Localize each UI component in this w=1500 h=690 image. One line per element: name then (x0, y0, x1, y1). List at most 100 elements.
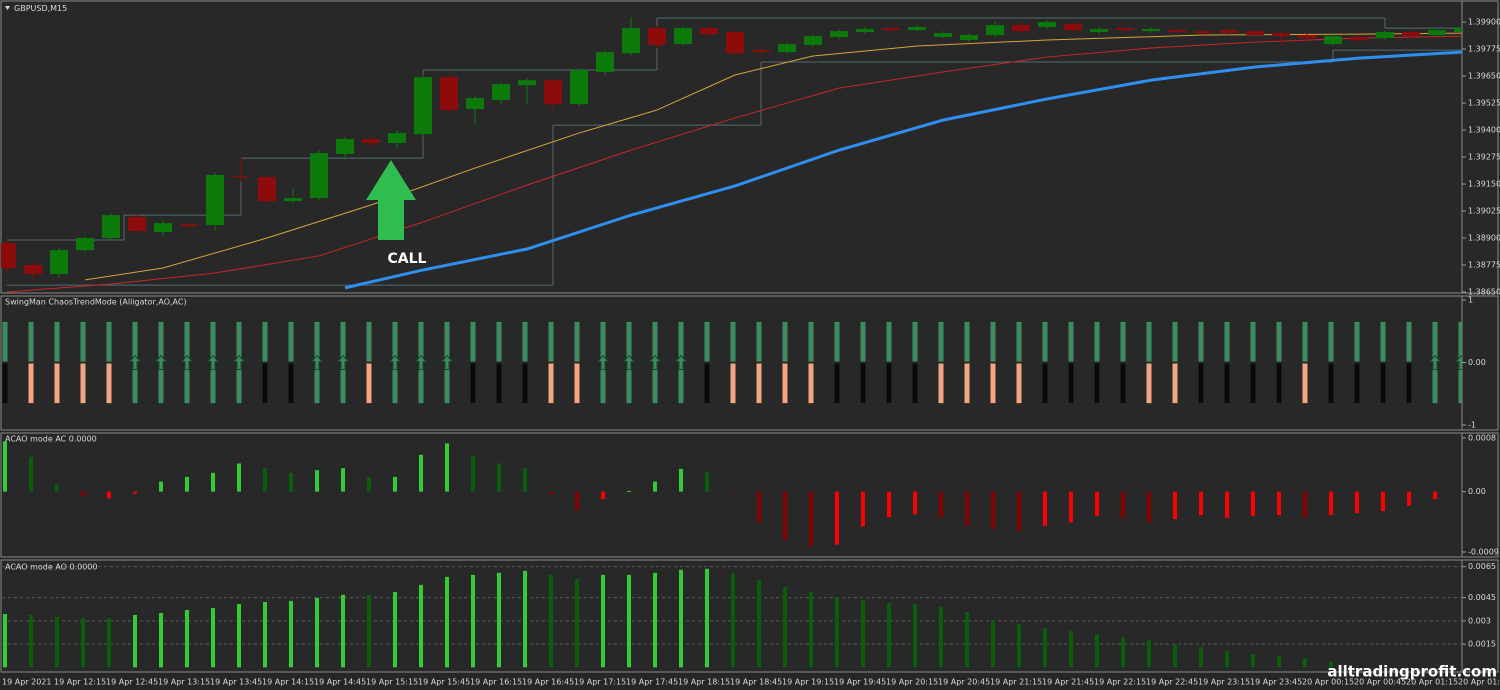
histogram-bar (1225, 491, 1229, 518)
upper-bar (652, 321, 658, 362)
y-tick-label: 1.38775 (1468, 261, 1500, 270)
upper-bar (678, 321, 684, 362)
lower-bar (2, 363, 8, 404)
upper-bar (1224, 321, 1230, 362)
lower-bar (600, 363, 606, 404)
histogram-bar (809, 591, 813, 668)
lower-bar (80, 363, 86, 404)
histogram-bar (1199, 491, 1203, 516)
signal-arrow (154, 354, 168, 370)
candle-body (1350, 36, 1368, 41)
histogram-bar (653, 481, 657, 492)
candle-body (1454, 28, 1462, 33)
y-tick-label: 1.39650 (1468, 72, 1500, 81)
histogram-bar (367, 477, 371, 492)
upper-bar (132, 321, 138, 362)
x-tick-label: 19 Apr 18:15 (678, 678, 730, 687)
menu-arrow[interactable] (5, 6, 10, 10)
histogram-bar (1147, 491, 1151, 523)
histogram-bar (809, 491, 813, 546)
candle-body (518, 80, 536, 86)
upper-bar (574, 321, 580, 362)
upper-bar (80, 321, 86, 362)
candle-body (258, 177, 276, 202)
histogram-bar (1329, 661, 1333, 668)
upper-bar (756, 321, 762, 362)
upper-bar (1016, 321, 1022, 362)
x-tick-label: 19 Apr 17:45 (626, 678, 678, 687)
x-tick-label: 19 Apr 2021 (2, 678, 51, 687)
lower-bar (288, 363, 294, 404)
x-tick-label: 19 Apr 20:15 (886, 678, 938, 687)
candle-body (336, 139, 354, 155)
candle-body (1272, 33, 1290, 37)
histogram-bar (991, 620, 995, 668)
histogram-bar (1329, 491, 1333, 516)
upper-bar (54, 321, 60, 362)
histogram-bar (341, 468, 345, 492)
signal-arrow (674, 354, 688, 370)
upper-bar (1146, 321, 1152, 362)
y-tick-label: 1.38900 (1468, 234, 1500, 243)
x-tick-label: 19 Apr 13:15 (158, 678, 210, 687)
signal-arrow (440, 354, 454, 370)
histogram-bar (1433, 491, 1437, 500)
upper-bar (964, 321, 970, 362)
histogram-bar (861, 599, 865, 668)
histogram-bar (1043, 628, 1047, 668)
lower-bar (1302, 363, 1308, 404)
x-tick-label: 20 Apr 01:15 (1406, 678, 1458, 687)
call-arrow (366, 160, 416, 240)
histogram-bar (1069, 631, 1073, 668)
histogram-bar (965, 491, 969, 526)
y-tick-label: 1.39775 (1468, 45, 1500, 54)
moving-average (344, 50, 1462, 290)
lower-bar (782, 363, 788, 404)
histogram-bar (1121, 491, 1125, 518)
candle-body (1298, 35, 1316, 39)
candle-body (492, 84, 510, 101)
candle-body (934, 33, 952, 37)
upper-bar (1120, 321, 1126, 362)
lower-bar (392, 363, 398, 404)
y-tick-label: 1.39150 (1468, 180, 1500, 189)
histogram-bar (1381, 491, 1385, 512)
upper-bar (1302, 321, 1308, 362)
upper-bar (1094, 321, 1100, 362)
histogram-bar (887, 491, 891, 518)
x-tick-label: 20 Apr 00:15 (1302, 678, 1354, 687)
candle-body (778, 44, 796, 53)
signal-arrow (414, 354, 428, 370)
lower-bar (1094, 363, 1100, 404)
lower-bar (132, 363, 138, 404)
candle-body (622, 28, 640, 54)
upper-bar (106, 321, 112, 362)
lower-bar (366, 363, 372, 404)
histogram-bar (497, 572, 501, 668)
lower-bar (1198, 363, 1204, 404)
lower-bar (704, 363, 710, 404)
lower-bar (340, 363, 346, 404)
histogram-bar (679, 569, 683, 668)
candle-body (648, 28, 666, 45)
histogram-bar (1095, 634, 1099, 668)
lower-bar (652, 363, 658, 404)
lower-bar (964, 363, 970, 404)
signal-arrow (336, 354, 350, 370)
histogram-bar (185, 476, 189, 492)
upper-bar (2, 321, 8, 362)
histogram-bar (1355, 491, 1359, 514)
ao-plot (2, 566, 1461, 668)
candle-body (908, 27, 926, 31)
upper-bar (860, 321, 866, 362)
histogram-bar (133, 491, 137, 494)
lower-bar (158, 363, 164, 404)
candle-body (1, 242, 16, 269)
histogram-bar (1225, 651, 1229, 668)
upper-bar (1198, 321, 1204, 362)
x-tick-label: 19 Apr 12:45 (106, 678, 158, 687)
x-tick-label: 19 Apr 16:15 (470, 678, 522, 687)
annotation: CALL (388, 251, 427, 267)
x-tick-label: 19 Apr 22:45 (1146, 678, 1198, 687)
